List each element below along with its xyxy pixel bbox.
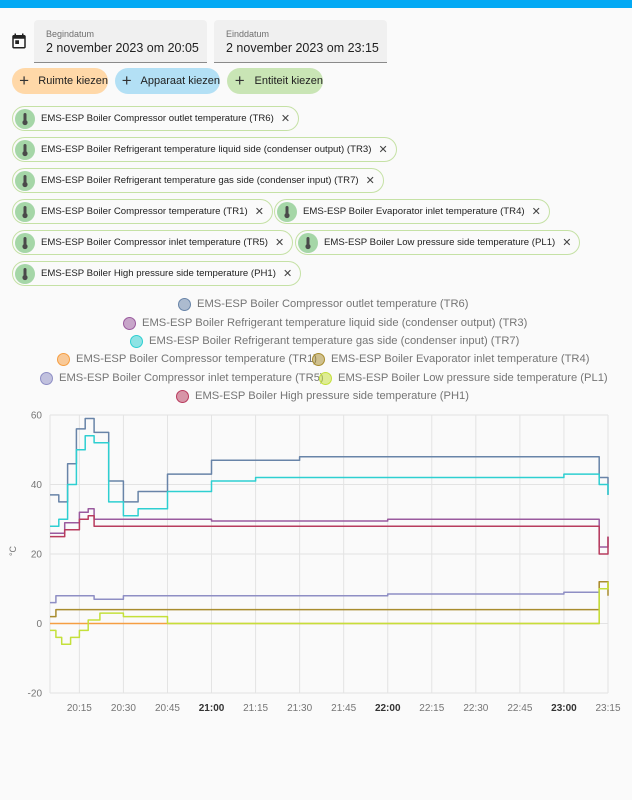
series-line-7 [50, 515, 609, 555]
x-tick-label: 23:15 [595, 703, 620, 714]
close-icon[interactable]: ✕ [531, 206, 541, 218]
entity-chip-label: EMS-ESP Boiler Compressor temperature (T… [41, 206, 248, 217]
series-line-2 [50, 435, 609, 527]
close-icon[interactable]: ✕ [254, 206, 264, 218]
start-date-value: 2 november 2023 om 20:05 [46, 41, 199, 55]
x-tick-label: 21:30 [287, 703, 312, 714]
entity-chip-label: EMS-ESP Boiler Low pressure side tempera… [324, 237, 556, 248]
legend-item-tr5[interactable]: EMS-ESP Boiler Compressor inlet temperat… [40, 370, 324, 386]
entity-chip-label: EMS-ESP Boiler Refrigerant temperature l… [41, 144, 372, 155]
series-line-5 [50, 588, 608, 604]
end-date-label: Einddatum [226, 29, 270, 39]
entity-chip-tr7[interactable]: EMS-ESP Boiler Refrigerant temperature g… [12, 168, 384, 193]
plus-icon: + [234, 71, 245, 90]
x-tick-label: 22:15 [419, 703, 444, 714]
entity-chip-tr1[interactable]: EMS-ESP Boiler Compressor temperature (T… [12, 199, 273, 224]
close-icon[interactable]: ✕ [562, 237, 572, 249]
calendar-icon[interactable] [10, 32, 28, 50]
entity-chip-label: EMS-ESP Boiler Refrigerant temperature g… [41, 175, 359, 186]
top-app-bar [0, 0, 632, 8]
pick-entity-button[interactable]: + Entiteit kiezen [227, 68, 323, 94]
legend-swatch [40, 371, 53, 385]
legend-item-ph1[interactable]: EMS-ESP Boiler High pressure side temper… [176, 388, 469, 404]
pick-device-label: Apparaat kiezen [140, 75, 221, 87]
thermometer-icon [15, 139, 35, 160]
end-date-value: 2 november 2023 om 23:15 [226, 41, 379, 55]
series-line-0 [50, 417, 609, 503]
end-date-field[interactable]: Einddatum 2 november 2023 om 23:15 [214, 20, 387, 63]
thermometer-icon [15, 108, 35, 129]
legend-swatch [178, 297, 191, 311]
legend-label: EMS-ESP Boiler Low pressure side tempera… [338, 372, 608, 384]
pick-device-button[interactable]: + Apparaat kiezen [115, 68, 220, 94]
entity-chip-ph1[interactable]: EMS-ESP Boiler High pressure side temper… [12, 261, 302, 286]
legend-label: EMS-ESP Boiler High pressure side temper… [195, 390, 469, 402]
close-icon[interactable]: ✕ [378, 144, 388, 156]
legend-swatch [319, 371, 332, 385]
legend-item-tr1[interactable]: EMS-ESP Boiler Compressor temperature (T… [57, 351, 317, 367]
close-icon[interactable]: ✕ [280, 113, 291, 125]
entity-chip-label: EMS-ESP Boiler Compressor outlet tempera… [41, 113, 274, 124]
x-tick-label: 22:30 [463, 703, 488, 714]
legend-swatch [123, 316, 136, 330]
pick-area-button[interactable]: + Ruimte kiezen [12, 68, 108, 94]
series-line-4 [50, 581, 609, 618]
x-tick-label: 21:15 [243, 703, 268, 714]
plus-icon: + [19, 71, 30, 90]
entity-chip-tr6[interactable]: EMS-ESP Boiler Compressor outlet tempera… [12, 106, 300, 131]
legend-swatch [130, 334, 143, 348]
legend-item-tr7[interactable]: EMS-ESP Boiler Refrigerant temperature g… [130, 333, 519, 349]
thermometer-icon [15, 263, 35, 284]
y-tick-label: 0 [36, 619, 42, 630]
thermometer-icon [277, 201, 297, 222]
y-tick-label: 60 [31, 411, 43, 422]
entity-chip-tr5[interactable]: EMS-ESP Boiler Compressor inlet temperat… [12, 230, 294, 255]
plus-icon: + [121, 71, 132, 90]
legend-item-tr4[interactable]: EMS-ESP Boiler Evaporator inlet temperat… [312, 351, 589, 367]
y-tick-label: -20 [28, 689, 43, 700]
thermometer-icon [15, 201, 35, 222]
start-date-field[interactable]: Begindatum 2 november 2023 om 20:05 [34, 20, 207, 63]
legend-swatch [312, 352, 325, 366]
entity-chip-label: EMS-ESP Boiler High pressure side temper… [41, 268, 276, 279]
series-line-1 [50, 508, 609, 548]
legend-swatch [176, 389, 189, 403]
legend-label: EMS-ESP Boiler Compressor inlet temperat… [59, 372, 324, 384]
x-tick-label: 21:00 [199, 703, 225, 714]
thermometer-icon [298, 232, 318, 253]
close-icon[interactable]: ✕ [282, 268, 293, 280]
y-tick-label: 20 [31, 550, 43, 561]
entity-chip-pl1[interactable]: EMS-ESP Boiler Low pressure side tempera… [295, 230, 581, 255]
x-tick-label: 23:00 [551, 703, 577, 714]
pick-area-label: Ruimte kiezen [38, 75, 108, 87]
thermometer-icon [15, 232, 35, 253]
legend-item-pl1[interactable]: EMS-ESP Boiler Low pressure side tempera… [319, 370, 608, 386]
legend-label: EMS-ESP Boiler Compressor outlet tempera… [197, 298, 469, 310]
start-date-label: Begindatum [46, 29, 95, 39]
y-tick-label: 40 [31, 480, 43, 491]
legend-label: EMS-ESP Boiler Compressor temperature (T… [76, 353, 318, 365]
legend-swatch [57, 352, 70, 366]
thermometer-icon [15, 170, 35, 191]
close-icon[interactable]: ✕ [365, 175, 375, 187]
legend-label: EMS-ESP Boiler Refrigerant temperature l… [142, 317, 528, 329]
legend-label: EMS-ESP Boiler Evaporator inlet temperat… [331, 353, 590, 365]
legend-item-tr3[interactable]: EMS-ESP Boiler Refrigerant temperature l… [123, 315, 527, 331]
entity-chip-label: EMS-ESP Boiler Evaporator inlet temperat… [303, 206, 525, 217]
x-tick-label: 22:45 [507, 703, 532, 714]
x-tick-label: 20:15 [67, 703, 92, 714]
x-tick-label: 20:45 [155, 703, 180, 714]
entity-chip-tr4[interactable]: EMS-ESP Boiler Evaporator inlet temperat… [274, 199, 550, 224]
entity-chip-tr3[interactable]: EMS-ESP Boiler Refrigerant temperature l… [12, 137, 397, 162]
x-tick-label: 21:45 [331, 703, 356, 714]
pick-entity-label: Entiteit kiezen [254, 75, 323, 87]
entity-chip-label: EMS-ESP Boiler Compressor inlet temperat… [41, 237, 268, 248]
close-icon[interactable]: ✕ [274, 237, 285, 249]
series-line-6 [50, 581, 609, 646]
history-chart[interactable]: -20 0 20 40 60 20:15 20:30 20:45 21:00 21:15 21:30… [0, 405, 632, 725]
x-tick-label: 20:30 [111, 703, 136, 714]
legend-item-tr6[interactable]: EMS-ESP Boiler Compressor outlet tempera… [178, 296, 469, 312]
legend-label: EMS-ESP Boiler Refrigerant temperature g… [149, 335, 520, 347]
x-tick-label: 22:00 [375, 703, 401, 714]
